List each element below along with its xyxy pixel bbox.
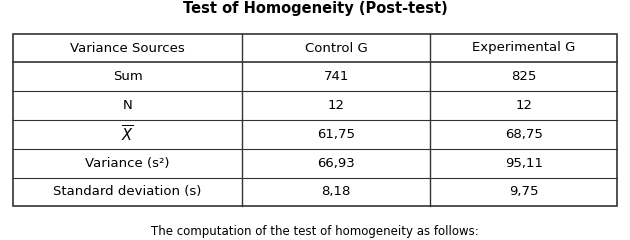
Text: 61,75: 61,75 <box>317 128 355 141</box>
Text: Experimental G: Experimental G <box>472 42 575 54</box>
Text: Variance (s²): Variance (s²) <box>85 157 169 170</box>
Text: 95,11: 95,11 <box>505 157 542 170</box>
Text: Control G: Control G <box>305 42 367 54</box>
Text: 741: 741 <box>323 70 349 83</box>
Text: Variance Sources: Variance Sources <box>70 42 185 54</box>
Text: 12: 12 <box>328 99 345 112</box>
Text: 8,18: 8,18 <box>321 186 351 198</box>
Text: The computation of the test of homogeneity as follows:: The computation of the test of homogenei… <box>151 225 479 238</box>
Text: N: N <box>123 99 132 112</box>
Text: 9,75: 9,75 <box>509 186 539 198</box>
Text: 825: 825 <box>511 70 536 83</box>
Text: Standard deviation (s): Standard deviation (s) <box>54 186 202 198</box>
Text: 68,75: 68,75 <box>505 128 542 141</box>
Text: 66,93: 66,93 <box>318 157 355 170</box>
Text: $\overline{X}$: $\overline{X}$ <box>121 124 134 144</box>
Text: Test of Homogeneity (Post-test): Test of Homogeneity (Post-test) <box>183 1 447 16</box>
Text: Sum: Sum <box>113 70 142 83</box>
Text: 12: 12 <box>515 99 532 112</box>
